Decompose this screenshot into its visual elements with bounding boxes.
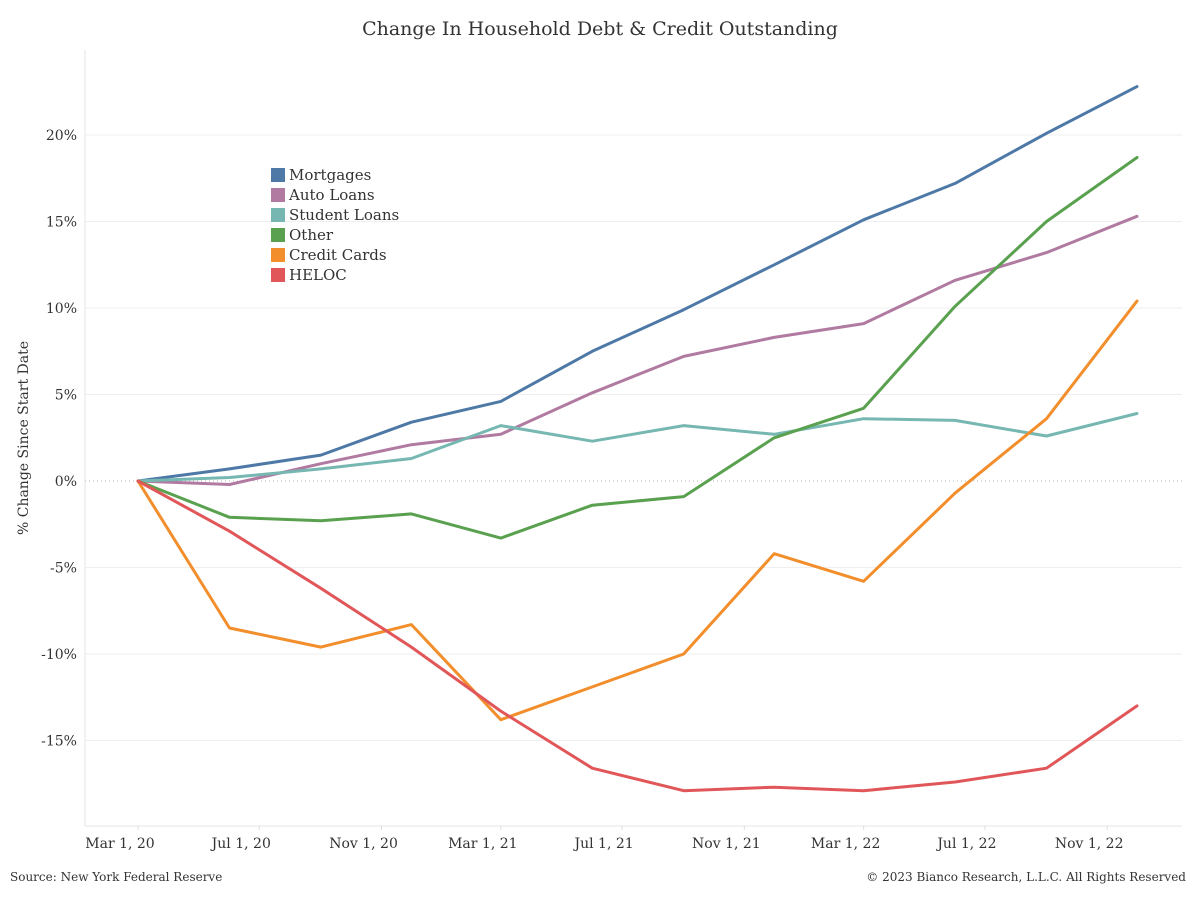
x-tick-label: Jul 1, 20 [210, 836, 271, 852]
legend-swatch-other [271, 228, 285, 242]
y-tick-label: -5% [50, 561, 77, 577]
series-line-credit-cards [136, 299, 1139, 722]
x-tick-label: Jul 1, 21 [572, 836, 633, 852]
x-tick-label: Mar 1, 22 [811, 836, 880, 852]
copyright-note: © 2023 Bianco Research, L.L.C. All Right… [866, 870, 1186, 884]
series-line-other [136, 156, 1139, 540]
axis-layer: -15% -10% -5% 0% 5% 10% 15% 20% Mar 1, 20 Jul 1, … [41, 128, 1123, 852]
series-line-student-loans [136, 412, 1139, 483]
x-tick-label: Nov 1, 21 [692, 836, 761, 852]
legend-swatch-auto-loans [271, 188, 285, 202]
x-tick-label: Mar 1, 21 [448, 836, 517, 852]
legend-label-credit-cards: Credit Cards [289, 246, 387, 264]
y-tick-label: -15% [41, 734, 77, 750]
chart-title: Change In Household Debt & Credit Outsta… [362, 18, 838, 40]
series-line-mortgages [136, 85, 1139, 483]
legend-swatch-mortgages [271, 168, 285, 182]
legend-label-auto-loans: Auto Loans [288, 186, 375, 204]
legend: Mortgages Auto Loans Student Loans Other Cre… [271, 166, 399, 284]
legend-swatch-student-loans [271, 208, 285, 222]
y-axis-title: % Change Since Start Date [16, 341, 32, 535]
y-tick-label: 0% [55, 474, 77, 490]
x-tick-label: Jul 1, 22 [935, 836, 996, 852]
legend-swatch-heloc [271, 268, 285, 282]
series-line-heloc [136, 479, 1139, 793]
source-note: Source: New York Federal Reserve [10, 870, 223, 884]
x-tick-label: Mar 1, 20 [85, 836, 154, 852]
legend-swatch-credit-cards [271, 248, 285, 262]
x-tick-label: Nov 1, 22 [1055, 836, 1124, 852]
legend-label-mortgages: Mortgages [289, 166, 371, 184]
grid-layer [84, 50, 1182, 827]
legend-label-student-loans: Student Loans [289, 206, 399, 224]
y-tick-label: 20% [46, 128, 77, 144]
y-tick-label: 5% [55, 388, 77, 404]
series-line-auto-loans [136, 214, 1139, 486]
y-tick-label: -10% [41, 647, 77, 663]
legend-label-other: Other [289, 226, 334, 244]
y-tick-label: 10% [46, 301, 77, 317]
y-tick-label: 15% [46, 215, 77, 231]
legend-label-heloc: HELOC [289, 266, 347, 284]
series-layer [136, 85, 1139, 793]
x-tick-label: Nov 1, 20 [329, 836, 398, 852]
